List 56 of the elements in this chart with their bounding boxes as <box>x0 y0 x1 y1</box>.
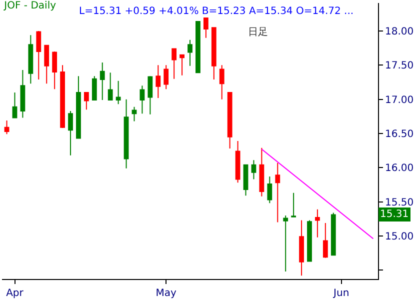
candlestick <box>315 208 320 238</box>
candlestick <box>196 20 200 74</box>
candlestick <box>108 72 113 101</box>
candlestick <box>211 27 216 80</box>
candlestick <box>148 76 153 115</box>
y-tick-label: 16.50 <box>385 128 414 140</box>
candlestick <box>132 106 137 122</box>
candlestick <box>267 176 272 204</box>
x-tick-label: May <box>156 288 177 299</box>
candlestick <box>172 48 177 80</box>
candlestick <box>235 140 240 184</box>
candlestick <box>227 92 232 150</box>
y-tick-label: 17.50 <box>385 60 414 72</box>
candlestick <box>68 110 73 156</box>
candlestick <box>140 85 145 114</box>
x-tick-label: Jun <box>332 288 350 299</box>
candlestick <box>116 80 121 105</box>
candlestick <box>36 30 42 80</box>
y-tick-label: 17.00 <box>385 94 414 106</box>
candlestick <box>219 64 224 100</box>
candlestick <box>330 212 336 256</box>
candlestick <box>188 39 192 66</box>
candlestick <box>20 69 26 118</box>
candlestick <box>76 76 81 139</box>
candlestick <box>156 64 161 98</box>
candlestick <box>299 220 304 276</box>
candlestick <box>28 34 34 84</box>
candlestick <box>307 220 312 262</box>
chart-subtitle: L=15.31 +0.59 +4.01% B=15.23 A=15.34 O=14.72 ... <box>79 6 354 17</box>
candlestick <box>259 147 264 197</box>
candlestick <box>291 192 296 218</box>
candlestick <box>243 164 248 196</box>
y-tick-label: 15.50 <box>385 197 414 208</box>
candlestick <box>44 44 50 84</box>
candlestick <box>84 92 89 110</box>
chart-title: JOF - Daily <box>3 0 56 12</box>
candlestick <box>164 64 169 90</box>
candlestick <box>180 54 184 76</box>
candlestick <box>12 92 18 118</box>
y-tick-label: 16.00 <box>385 163 414 174</box>
candlestick <box>124 98 129 169</box>
candlestick <box>60 64 65 129</box>
y-tick-label: 15.00 <box>385 231 414 242</box>
annotation: 日足 <box>248 27 268 38</box>
candlestick <box>283 214 288 272</box>
x-tick-label: Apr <box>6 288 24 299</box>
candlestick <box>203 18 208 38</box>
candlestick <box>4 120 10 135</box>
candlestick <box>92 76 97 101</box>
candlestick <box>100 62 105 101</box>
candlestick <box>52 51 58 90</box>
candlestick <box>251 160 256 180</box>
candlestick <box>322 222 328 258</box>
candlestick <box>275 162 280 223</box>
text: 15.31 <box>380 209 409 220</box>
y-tick-label: 18.00 <box>385 26 414 38</box>
